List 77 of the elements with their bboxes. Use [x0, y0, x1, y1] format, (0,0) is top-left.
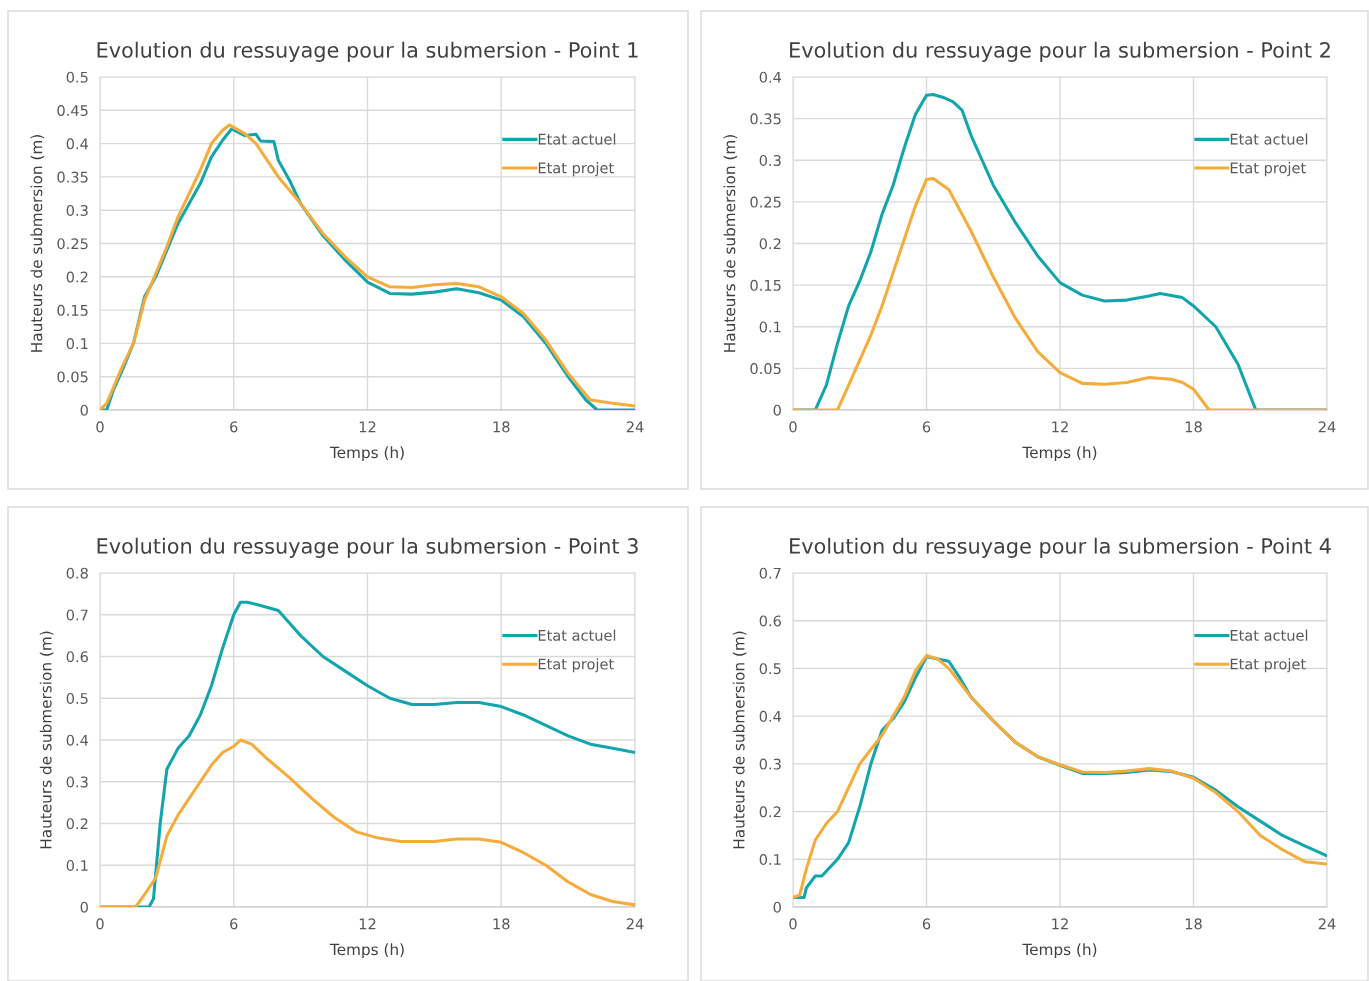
y-tick-label: 0.1 — [759, 321, 781, 333]
legend-label: Etat actuel — [538, 133, 616, 145]
y-tick-label: 0.25 — [750, 196, 781, 208]
y-tick-label: 0.45 — [57, 105, 88, 117]
chart-title: Evolution du ressuyage pour la submersion - Point 2 — [790, 41, 1330, 62]
y-tick-label: 0.7 — [66, 609, 88, 621]
y-tick-label: 0.4 — [66, 734, 89, 746]
y-tick-label: 0.3 — [759, 758, 781, 770]
y-tick-label: 0 — [80, 404, 88, 416]
legend-label: Etat projet — [1230, 162, 1306, 177]
chart-title: Evolution du ressuyage pour la submersion - Point 4 — [790, 537, 1331, 558]
y-tick-label: 0.3 — [66, 776, 88, 788]
x-tick-label: 0 — [96, 918, 104, 930]
legend-label: Etat actuel — [1230, 629, 1308, 641]
x-tick-label: 24 — [1318, 918, 1336, 930]
x-tick-label: 6 — [230, 421, 238, 433]
y-tick-label: 0.7 — [759, 567, 781, 579]
y-tick-label: 0 — [80, 901, 88, 913]
y-tick-label: 0.2 — [759, 806, 781, 818]
y-tick-label: 0.1 — [66, 338, 88, 350]
x-tick-label: 6 — [922, 421, 931, 433]
y-tick-label: 0.5 — [759, 663, 781, 675]
y-tick-label: 0.15 — [750, 279, 781, 291]
y-tick-label: 0.05 — [750, 363, 781, 375]
x-tick-label: 6 — [230, 918, 238, 930]
x-tick-label: 24 — [626, 918, 644, 930]
y-tick-label: 0.05 — [57, 371, 88, 383]
y-tick-label: 0.15 — [57, 304, 88, 316]
x-tick-label: 0 — [789, 421, 797, 433]
x-tick-label: 12 — [1052, 918, 1068, 930]
legend-label: Etat projet — [538, 162, 614, 177]
y-tick-label: 0.2 — [66, 271, 88, 283]
x-tick-label: 18 — [1185, 421, 1202, 433]
legend-label: Etat projet — [538, 658, 614, 673]
chart-title: Evolution du ressuyage pour la submersion - Point 1 — [97, 41, 638, 62]
y-tick-label: 0.4 — [759, 710, 782, 722]
y-axis-title: Hauteurs de submersion (m) — [30, 135, 45, 352]
y-tick-label: 0.4 — [66, 138, 89, 150]
y-tick-label: 0.4 — [759, 71, 782, 83]
x-axis-title: Temps (h) — [1022, 943, 1097, 959]
x-axis-title: Temps (h) — [329, 943, 404, 959]
y-tick-label: 0.35 — [750, 113, 781, 125]
y-tick-label: 0.35 — [57, 171, 88, 183]
x-tick-label: 18 — [1185, 918, 1202, 930]
x-tick-label: 24 — [626, 421, 644, 433]
y-tick-label: 0.5 — [66, 692, 88, 704]
y-tick-label: 0.1 — [66, 859, 88, 871]
y-tick-label: 0.2 — [759, 238, 781, 250]
x-tick-label: 18 — [493, 421, 510, 433]
x-tick-label: 12 — [359, 918, 376, 930]
y-tick-label: 0 — [773, 404, 781, 416]
y-tick-label: 0.6 — [759, 615, 781, 627]
y-tick-label: 0.3 — [66, 204, 88, 216]
y-tick-label: 0.6 — [66, 651, 88, 663]
y-tick-label: 0.8 — [66, 567, 88, 579]
y-axis-title: Hauteurs de submersion (m) — [39, 631, 54, 849]
y-tick-label: 0.3 — [759, 154, 781, 166]
x-axis-title: Temps (h) — [1022, 446, 1097, 462]
x-tick-label: 0 — [96, 421, 104, 433]
y-tick-label: 0.2 — [66, 818, 88, 830]
x-tick-label: 12 — [359, 421, 376, 433]
x-axis-title: Temps (h) — [329, 446, 404, 462]
legend-label: Etat actuel — [538, 629, 616, 641]
y-tick-label: 0 — [773, 901, 781, 913]
y-tick-label: 0.5 — [66, 71, 88, 83]
legend-label: Etat projet — [1230, 658, 1306, 673]
x-tick-label: 18 — [493, 918, 510, 930]
y-axis-title: Hauteurs de submersion (m) — [732, 631, 747, 849]
chart-title: Evolution du ressuyage pour la submersion - Point 3 — [97, 537, 638, 558]
y-tick-label: 0.25 — [57, 238, 88, 250]
x-tick-label: 0 — [789, 918, 797, 930]
y-axis-title: Hauteurs de submersion (m) — [723, 135, 738, 352]
x-tick-label: 6 — [922, 918, 931, 930]
x-tick-label: 12 — [1052, 421, 1068, 433]
legend-label: Etat actuel — [1230, 133, 1308, 145]
y-tick-label: 0.1 — [759, 854, 781, 866]
x-tick-label: 24 — [1318, 421, 1336, 433]
